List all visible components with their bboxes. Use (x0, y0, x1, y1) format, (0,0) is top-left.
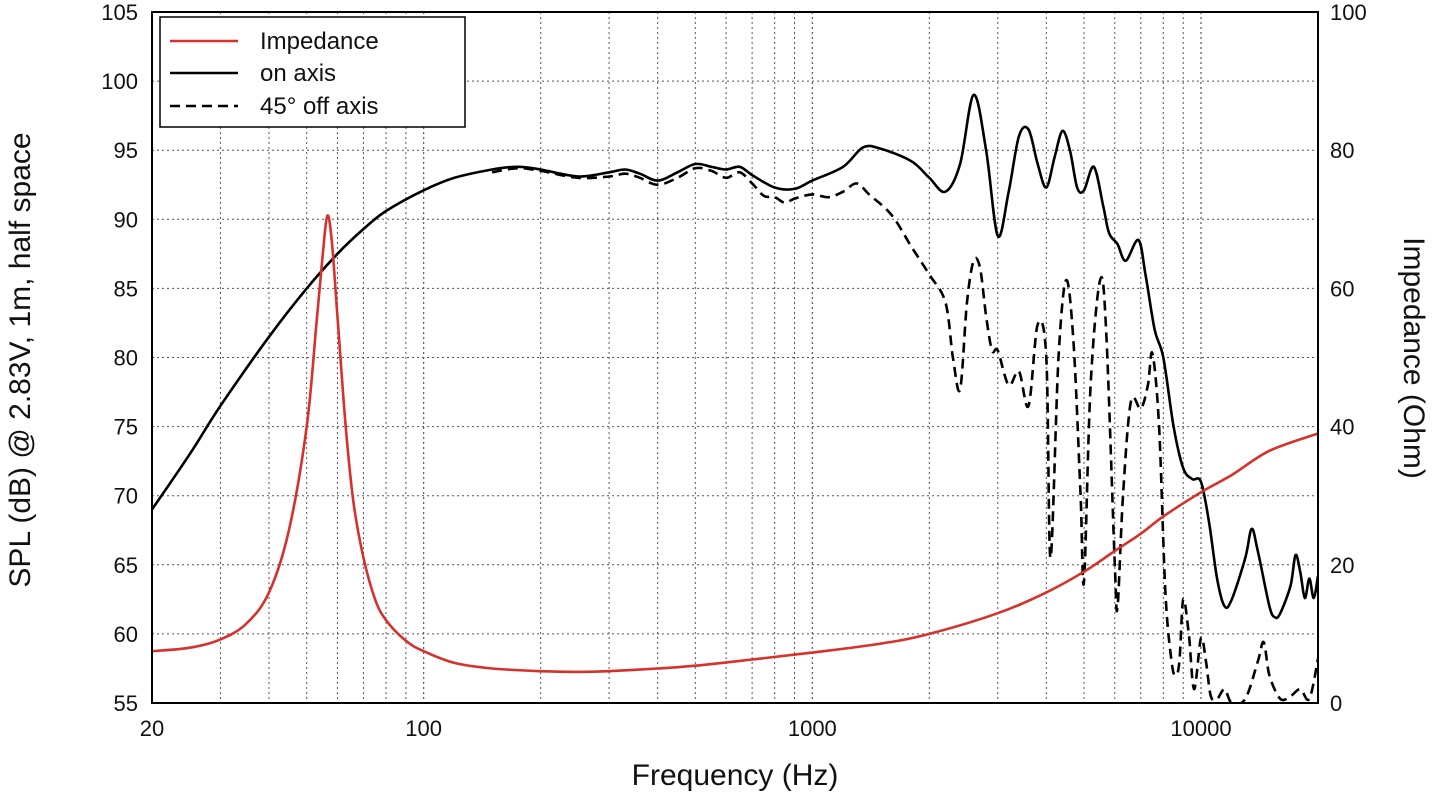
y-axis-title: SPL (dB) @ 2.83V, 1m, half space (4, 132, 37, 587)
x-tick-label: 10000 (1170, 716, 1231, 741)
y-tick-label: 105 (101, 0, 138, 25)
x-tick-label: 100 (405, 716, 442, 741)
legend-label-45-off-axis: 45° off axis (260, 93, 379, 120)
x-tick-label: 1000 (788, 716, 837, 741)
y-tick-label: 100 (101, 69, 138, 94)
y-tick-label: 95 (114, 138, 138, 163)
y2-tick-label: 80 (1330, 138, 1354, 163)
series-line-45-off-axis (491, 166, 1318, 703)
y-tick-label: 60 (114, 622, 138, 647)
series-line-impedance (152, 214, 1318, 674)
x-axis-tick-labels: 20 100 1000 10000 (140, 716, 1232, 741)
y-tick-label: 80 (114, 346, 138, 371)
series-line-on-axis (152, 93, 1318, 620)
plot-area-frame (151, 11, 1319, 704)
x-axis-title: Frequency (Hz) (632, 759, 839, 792)
y-tick-label: 65 (114, 553, 138, 578)
y-tick-label: 85 (114, 276, 138, 301)
right-axis-tick-labels: 0 20 40 60 80 100 (1330, 0, 1367, 716)
y2-tick-label: 100 (1330, 0, 1367, 25)
legend-label-impedance: Impedance (260, 28, 379, 55)
y-tick-label: 90 (114, 207, 138, 232)
y2-tick-label: 60 (1330, 276, 1354, 301)
series-layer (152, 93, 1318, 703)
x-tick-label: 20 (140, 716, 164, 741)
y2-tick-label: 20 (1330, 553, 1354, 578)
y-tick-label: 75 (114, 415, 138, 440)
y2-tick-label: 40 (1330, 415, 1354, 440)
legend-label-on-axis: on axis (260, 60, 336, 87)
legend: Impedance on axis 45° off axis (159, 16, 466, 128)
y2-axis-title: Impedance (Ohm) (1397, 237, 1430, 479)
y-tick-label: 55 (114, 691, 138, 716)
left-axis-tick-labels: 55 60 65 70 75 80 85 90 95 100 105 (101, 0, 138, 716)
y2-tick-label: 0 (1330, 691, 1342, 716)
y-tick-label: 70 (114, 484, 138, 509)
